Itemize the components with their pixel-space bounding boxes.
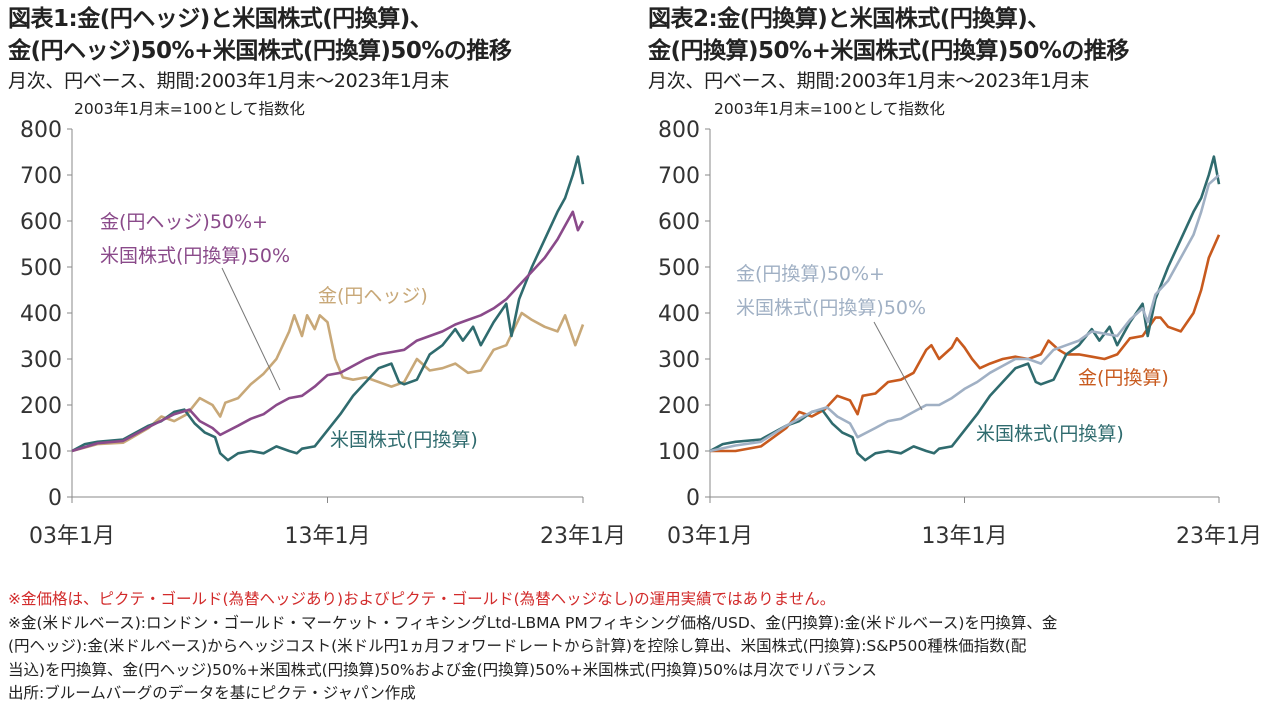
- x-tick-label: 23年1月: [540, 524, 626, 549]
- chart-panel-1: 図表1:金(円ヘッジ)と米国株式(円換算)、 金(円ヘッジ)50%+米国株式(円…: [0, 0, 640, 580]
- y-tick-label: 400: [20, 302, 62, 327]
- series-line-3: [709, 174, 1220, 453]
- series-annotation: 米国株式(円換算): [976, 423, 1124, 445]
- series-line-2: [709, 155, 1221, 462]
- y-tick-label: 500: [20, 256, 62, 281]
- series-annotation: 金(円ヘッジ)50%+: [100, 211, 268, 233]
- annotation-leader-line: [873, 321, 923, 411]
- chart-title-line2: 金(円ヘッジ)50%+米国株式(円換算)50%の推移: [8, 38, 512, 64]
- annotation-leader-line: [221, 267, 281, 391]
- series-annotation: 米国株式(円換算)50%: [736, 297, 926, 319]
- y-tick-label: 100: [658, 440, 700, 465]
- line-chart-1: 0 100 200 300 400 500 600 700 800 03年1月 13年1月 23年1月…: [20, 118, 626, 549]
- y-tick-label: 600: [658, 210, 700, 235]
- footnotes: ※金価格は、ピクテ・ゴールド(為替ヘッジあり)およびピクテ・ゴールド(為替ヘッジ…: [8, 588, 1276, 706]
- series-annotation: 米国株式(円換算)50%: [100, 245, 290, 267]
- y-tick-label: 0: [48, 486, 62, 511]
- footnote-disclaimer: ※金価格は、ピクテ・ゴールド(為替ヘッジあり)およびピクテ・ゴールド(為替ヘッジ…: [8, 590, 836, 608]
- footnote-definitions-1: ※金(米ドルベース):ロンドン・ゴールド・マーケット・フィキシングLtd-LBM…: [8, 613, 1058, 632]
- line-chart-2: 0 100 200 300 400 500 600 700 800 03年1月 13年1月 23年1月…: [658, 118, 1262, 549]
- series-line-1: [71, 311, 585, 453]
- y-tick-label: 300: [658, 348, 700, 373]
- y-tick-label: 800: [658, 118, 700, 143]
- y-tick-label: 100: [20, 440, 62, 465]
- index-note: 2003年1月末=100として指数化: [714, 100, 945, 118]
- footnote-definitions-2: (円ヘッジ):金(米ドルベース)からヘッジコスト(米ドル円1ヵ月フォワードレート…: [8, 637, 1027, 655]
- x-tick-label: 03年1月: [29, 524, 115, 549]
- y-tick-label: 800: [20, 118, 62, 143]
- y-tick-label: 300: [20, 348, 62, 373]
- x-tick-label: 13年1月: [922, 524, 1008, 549]
- footnote-source: 出所:ブルームバーグのデータを基にピクテ・ジャパン作成: [8, 684, 416, 702]
- y-tick-label: 200: [658, 394, 700, 419]
- chart-title-line1: 図表2:金(円換算)と米国株式(円換算)、: [648, 6, 1050, 32]
- y-tick-label: 700: [658, 164, 700, 189]
- y-tick-label: 0: [686, 486, 700, 511]
- chart-subtitle: 月次、円ベース、期間:2003年1月末～2023年1月末: [648, 70, 1089, 92]
- series-annotation: 金(円換算)50%+: [736, 263, 885, 285]
- series-line-1: [710, 234, 1221, 453]
- chart-title-line2: 金(円換算)50%+米国株式(円換算)50%の推移: [648, 38, 1129, 64]
- series-annotation: 金(円ヘッジ): [318, 285, 428, 307]
- chart-title-line1: 図表1:金(円ヘッジ)と米国株式(円換算)、: [8, 6, 433, 32]
- chart-subtitle: 月次、円ベース、期間:2003年1月末～2023年1月末: [8, 70, 449, 92]
- series-line-3: [71, 210, 585, 453]
- y-tick-label: 700: [20, 164, 62, 189]
- y-tick-label: 200: [20, 394, 62, 419]
- y-tick-label: 400: [658, 302, 700, 327]
- series-line-2: [71, 155, 585, 462]
- y-tick-label: 600: [20, 210, 62, 235]
- chart-panel-2: 図表2:金(円換算)と米国株式(円換算)、 金(円換算)50%+米国株式(円換算…: [640, 0, 1280, 580]
- x-tick-label: 23年1月: [1176, 524, 1262, 549]
- index-note: 2003年1月末=100として指数化: [74, 100, 305, 118]
- series-annotation: 金(円換算): [1078, 367, 1169, 389]
- footnote-definitions-3: 当込)を円換算、金(円ヘッジ)50%+米国株式(円換算)50%および金(円換算)…: [8, 660, 877, 679]
- y-tick-label: 500: [658, 256, 700, 281]
- series-annotation: 米国株式(円換算): [330, 429, 478, 451]
- x-tick-label: 03年1月: [667, 524, 753, 549]
- x-tick-label: 13年1月: [285, 524, 371, 549]
